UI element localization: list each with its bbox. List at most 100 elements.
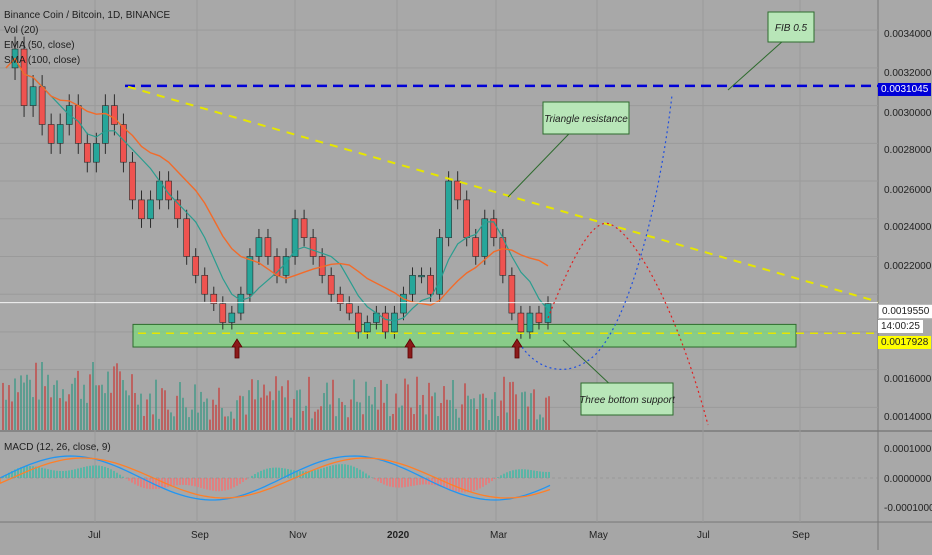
support-callout-text: Three bottom support (579, 395, 676, 406)
volume-bar (509, 382, 511, 430)
macd-tick-label: 0.0001000 (884, 444, 931, 455)
macd-histogram-bar (326, 467, 328, 478)
volume-bar (440, 403, 442, 430)
volume-bar (275, 376, 277, 430)
volume-bar (218, 388, 220, 430)
y-tick-label: 0.0026000 (884, 185, 931, 196)
y-tick-label: 0.0028000 (884, 145, 931, 156)
macd-histogram-bar (194, 478, 196, 486)
macd-histogram-bar (188, 478, 190, 485)
volume-bar (215, 405, 217, 430)
volume-bar (119, 371, 121, 430)
macd-histogram-bar (38, 467, 40, 478)
macd-histogram-bar (332, 465, 334, 478)
macd-histogram-bar (233, 478, 235, 487)
macd-histogram-bar (524, 469, 526, 478)
candle-body (57, 124, 63, 143)
candle-body (48, 124, 54, 143)
volume-bar (482, 394, 484, 430)
macd-histogram-bar (515, 470, 517, 478)
volume-bar (437, 416, 439, 430)
volume-bar (506, 412, 508, 430)
macd-histogram-bar (359, 470, 361, 478)
volume-bar (368, 396, 370, 430)
volume-bar (101, 385, 103, 430)
chart-legend: Binance Coin / Bitcoin, 1D, BINANCE Vol … (4, 8, 170, 68)
volume-bar (80, 399, 82, 430)
candle-body (256, 238, 262, 257)
macd-histogram-bar (134, 478, 136, 484)
macd-histogram-bar (44, 469, 46, 478)
macd-histogram-bar (473, 478, 475, 491)
volume-bar (374, 387, 376, 430)
volume-bar (338, 398, 340, 430)
macd-histogram-bar (350, 466, 352, 478)
macd-histogram-bar (62, 471, 64, 478)
volume-bar (251, 379, 253, 430)
macd-histogram-bar (389, 478, 391, 487)
macd-histogram-bar (89, 466, 91, 478)
macd-histogram-bar (83, 467, 85, 478)
macd-histogram-bar (383, 478, 385, 484)
macd-histogram-bar (272, 468, 274, 478)
macd-histogram-bar (257, 472, 259, 478)
candle-body (229, 313, 235, 322)
countdown-tag: 14:00:25 (878, 320, 923, 333)
macd-histogram-bar (80, 468, 82, 478)
macd-histogram-bar (377, 478, 379, 481)
volume-bar (107, 372, 109, 430)
macd-histogram-bar (128, 478, 130, 481)
macd-histogram-bar (512, 470, 514, 478)
macd-histogram-bar (149, 478, 151, 489)
macd-histogram-bar (86, 466, 88, 478)
macd-histogram-bar (176, 478, 178, 485)
candle-body (464, 200, 470, 238)
macd-histogram-bar (236, 478, 238, 486)
candle-body (382, 313, 388, 332)
macd-histogram-bar (353, 467, 355, 478)
macd-histogram-bar (206, 478, 208, 490)
candle-body (39, 87, 45, 125)
x-tick-label: Sep (792, 530, 810, 541)
volume-bar (140, 394, 142, 430)
volume-bar (413, 414, 415, 430)
volume-bar (128, 395, 130, 430)
y-tick-label: 0.0014000 (884, 412, 931, 423)
volume-bar (500, 401, 502, 430)
macd-histogram-bar (395, 478, 397, 488)
volume-bar (521, 392, 523, 430)
macd-histogram-bar (179, 478, 181, 485)
volume-bar (320, 406, 322, 430)
macd-histogram-bar (416, 478, 418, 485)
volume-bar (359, 402, 361, 430)
macd-histogram-bar (476, 478, 478, 490)
volume-bar (476, 409, 478, 430)
volume-bar (293, 399, 295, 430)
volume-bar (17, 392, 19, 430)
volume-bar (350, 399, 352, 430)
volume-bar (488, 420, 490, 430)
volume-bar (35, 363, 37, 430)
volume-bar (98, 385, 100, 430)
macd-histogram-bar (110, 469, 112, 478)
volume-bar (263, 385, 265, 430)
macd-histogram-bar (182, 478, 184, 485)
volume-bar (266, 395, 268, 430)
volume-bar (104, 393, 106, 430)
macd-histogram-bar (344, 464, 346, 478)
volume-bar (47, 375, 49, 430)
macd-histogram-bar (278, 468, 280, 478)
volume-bar (284, 397, 286, 430)
volume-bar (542, 417, 544, 430)
macd-histogram-bar (509, 471, 511, 478)
volume-bar (383, 403, 385, 430)
macd-histogram-bar (98, 466, 100, 478)
volume-bar (524, 392, 526, 430)
volume-bar (518, 419, 520, 430)
candle-body (193, 256, 199, 275)
volume-bar (68, 394, 70, 430)
volume-bar (503, 377, 505, 430)
macd-histogram-bar (113, 471, 115, 478)
